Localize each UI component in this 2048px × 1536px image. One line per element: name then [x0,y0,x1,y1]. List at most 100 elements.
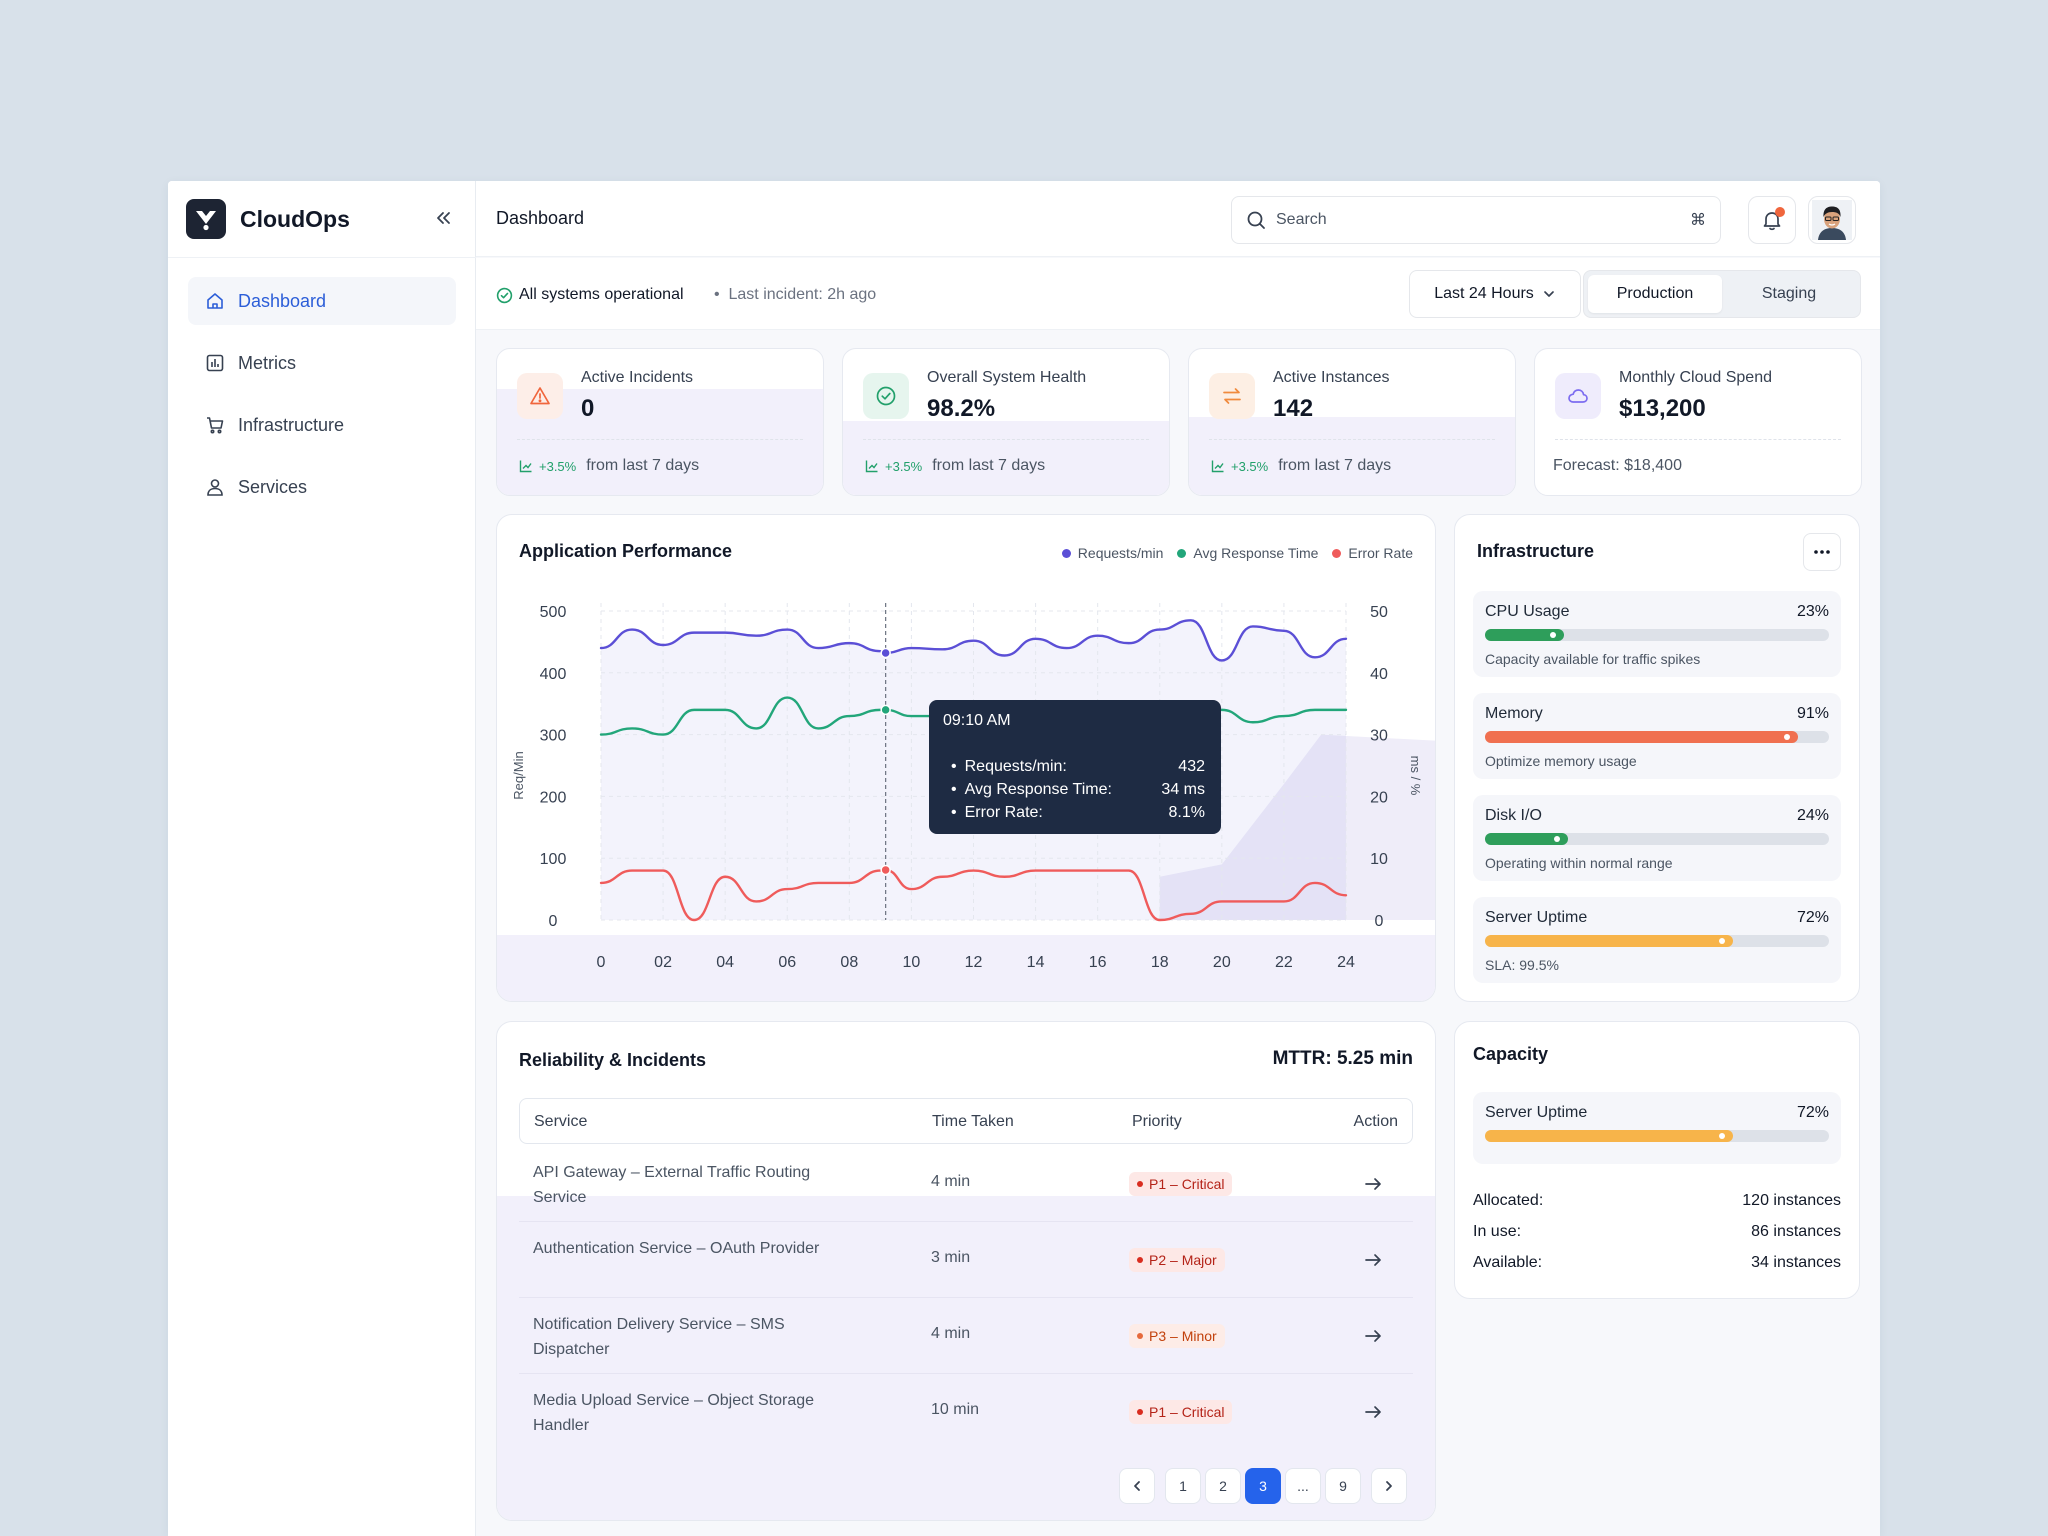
row-action-button[interactable] [1361,1172,1385,1196]
table-row[interactable]: Notification Delivery Service – SMS Disp… [519,1298,1413,1374]
resource-note: SLA: 99.5% [1485,957,1559,973]
table-row[interactable]: Media Upload Service – Object Storage Ha… [519,1374,1413,1450]
sidebar-item-metrics[interactable]: Metrics [188,339,456,387]
last-incident: • Last incident: 2h ago [714,286,876,304]
x-tick: 10 [903,954,921,971]
y-tick-left: 200 [540,789,567,806]
error-rate-line [599,868,1348,922]
x-tick: 24 [1337,954,1355,971]
x-tick: 02 [654,954,672,971]
chevron-down-icon [1543,291,1554,297]
pagination-page-button[interactable]: ... [1285,1468,1321,1504]
column-header-service[interactable]: Service [534,1113,588,1130]
tooltip-row: Error Rate:8.1% [951,804,1205,822]
tooltip-row: Avg Response Time:34 ms [951,781,1205,799]
kpi-card-cloud-spend[interactable]: Monthly Cloud Spend $13,200 Forecast: $1… [1534,348,1862,496]
arrow-right-icon [1365,1178,1381,1190]
mttr-value: MTTR: 5.25 min [1272,1048,1413,1069]
brand[interactable]: CloudOps [186,199,350,239]
search-box[interactable]: ⌘ [1231,196,1721,244]
y-tick-right: 10 [1370,851,1388,868]
kpi-note: Forecast: $18,400 [1553,457,1682,474]
reliability-title: Reliability & Incidents [519,1050,707,1070]
resource-server-uptime: Server Uptime 72% SLA: 99.5% [1473,897,1841,983]
progress-fill [1485,935,1733,947]
status-bar: All systems operational • Last incident:… [476,258,1880,330]
time-range-select[interactable]: Last 24 Hours [1409,270,1581,318]
legend-item-requests[interactable]: Requests/min [1061,545,1163,561]
env-production-tab[interactable]: Production [1588,275,1722,313]
row-action-button[interactable] [1361,1248,1385,1272]
resource-note: Optimize memory usage [1485,753,1637,769]
priority-badge: P2 – Major [1129,1248,1225,1272]
notifications-button[interactable] [1748,196,1796,244]
progress-fill [1485,1130,1733,1142]
chevrons-left-icon [437,212,450,224]
chevron-left-icon [1134,1481,1140,1491]
x-tick: 06 [778,954,796,971]
y-tick-right: 40 [1370,666,1388,683]
kpi-value: 142 [1273,395,1314,422]
progress-track [1485,935,1829,947]
user-avatar[interactable] [1808,196,1856,244]
row-action-button[interactable] [1361,1324,1385,1348]
legend-item-response-time[interactable]: Avg Response Time [1177,545,1318,561]
column-header-priority[interactable]: Priority [1132,1113,1182,1130]
reliability-card: Reliability & Incidents MTTR: 5.25 min S… [496,1021,1436,1521]
environment-toggle: Production Staging [1583,270,1861,318]
resource-value: 91% [1796,705,1829,722]
sidebar-item-infrastructure[interactable]: Infrastructure [188,401,456,449]
search-icon [1247,211,1265,229]
service-name: Authentication Service – OAuth Provider [533,1240,820,1257]
x-tick: 16 [1089,954,1107,971]
system-status-text: All systems operational [519,286,684,303]
kpi-card-active-incidents[interactable]: Active Incidents 0 +3.5% from last 7 day… [496,348,824,496]
sidebar-divider [168,257,476,258]
resource-value: 24% [1796,807,1829,824]
column-header-time[interactable]: Time Taken [932,1113,1014,1130]
collapse-sidebar-button[interactable] [430,205,456,231]
progress-fill [1485,629,1565,641]
y-tick-right: 50 [1370,604,1388,621]
pagination-page-button[interactable]: 9 [1325,1468,1361,1504]
pagination-prev-button[interactable] [1119,1468,1155,1504]
brand-name: CloudOps [240,205,350,232]
pagination-page-button[interactable]: 1 [1165,1468,1201,1504]
capacity-stat: In use: 86 instances [1473,1223,1841,1241]
pagination-page-button[interactable]: 2 [1205,1468,1241,1504]
kpi-value: 98.2% [927,395,996,422]
time-range-value: Last 24 Hours [1434,285,1534,302]
cloudops-logo-icon [186,199,226,239]
capacity-uptime: Server Uptime 72% [1473,1092,1841,1164]
more-options-button[interactable] [1803,533,1841,571]
env-staging-tab[interactable]: Staging [1761,285,1817,302]
table-row[interactable]: API Gateway – External Traffic Routing S… [519,1146,1413,1222]
kpi-note: from last 7 days [586,457,700,474]
y-tick-left: 300 [540,728,567,745]
sidebar-nav: Dashboard Metrics Infrastructure Service… [188,277,456,525]
kpi-card-system-health[interactable]: Overall System Health 98.2% +3.5% from l… [842,348,1170,496]
pagination-page-button[interactable]: 3 [1245,1468,1281,1504]
sidebar-item-services[interactable]: Services [188,463,456,511]
search-input[interactable] [1276,211,1690,229]
x-tick: 20 [1213,954,1231,971]
arrow-right-icon [1365,1406,1381,1418]
service-name: API Gateway – External Traffic Routing S… [533,1164,811,1206]
tooltip-row: Requests/min:432 [951,758,1205,776]
cloud-icon [1555,373,1601,419]
resource-value: 72% [1796,1104,1829,1121]
table-row[interactable]: Authentication Service – OAuth Provider … [519,1222,1413,1298]
trend-up-icon [519,460,532,473]
priority-badge: P1 – Critical [1129,1172,1233,1196]
chart-area-shade [1159,734,1435,920]
pagination: 1 2 3... 9 [1113,1468,1413,1504]
resource-note: Capacity available for traffic spikes [1485,651,1701,667]
sidebar-item-dashboard[interactable]: Dashboard [188,277,456,325]
kpi-card-active-instances[interactable]: Active Instances 142 +3.5% from last 7 d… [1188,348,1516,496]
row-action-button[interactable] [1361,1400,1385,1424]
legend-item-error-rate[interactable]: Error Rate [1332,545,1413,561]
capacity-card: Capacity Server Uptime 72% Allocated: 120… [1454,1021,1860,1299]
resource-cpu-usage: CPU Usage 23% Capacity available for tra… [1473,591,1841,677]
pagination-next-button[interactable] [1371,1468,1407,1504]
infrastructure-title: Infrastructure [1477,541,1595,561]
